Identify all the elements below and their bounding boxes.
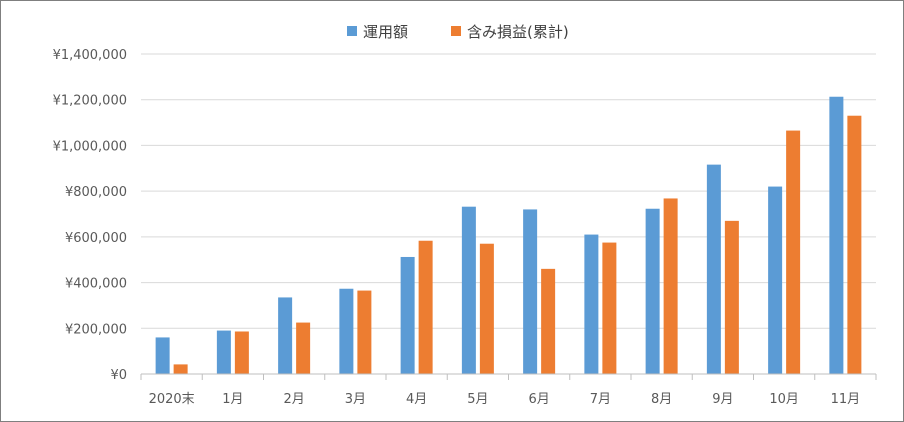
y-tick-label: ¥400,000: [65, 277, 127, 292]
legend-swatch-series-1: [347, 26, 357, 36]
bar-series-2-4: [418, 240, 433, 374]
bar-series-2-8: [663, 198, 678, 374]
bar-series-1-11: [829, 96, 844, 374]
y-tick-label: ¥800,000: [65, 185, 127, 200]
x-tick-label: 2020末: [149, 392, 195, 407]
bar-series-1-0: [155, 337, 170, 374]
y-tick-label: ¥1,400,000: [53, 48, 127, 63]
y-tick-label: ¥600,000: [65, 231, 127, 246]
x-tick-label: 9月: [712, 392, 733, 407]
bar-series-2-11: [847, 115, 862, 374]
x-tick-label: 6月: [528, 392, 549, 407]
y-tick-labels: ¥0 ¥200,000 ¥400,000 ¥600,000 ¥800,000 ¥1,000…: [53, 48, 127, 383]
x-tick-labels: 2020末 1月 2月 3月 4月 5月 6月 7月 8月 9月 10月 11月: [149, 392, 861, 407]
y-tick-label: ¥1,000,000: [53, 139, 127, 154]
bar-series-1-10: [768, 186, 783, 374]
y-tick-label: ¥200,000: [65, 322, 127, 337]
x-tick-label: 8月: [651, 392, 672, 407]
x-tick-label: 7月: [590, 392, 611, 407]
bar-series-2-5: [479, 243, 494, 374]
gridlines: [141, 53, 876, 329]
x-tick-label: 11月: [831, 392, 861, 407]
bar-series-1-1: [216, 330, 231, 374]
bar-series-2-1: [234, 331, 249, 374]
legend: 運用額 含み損益(累計): [347, 23, 569, 41]
x-tick-label: 5月: [467, 392, 488, 407]
bar-series-2-0: [173, 364, 188, 374]
bar-series-1-2: [278, 297, 293, 374]
x-tick-label: 3月: [345, 392, 366, 407]
bar-series-2-3: [357, 290, 372, 374]
axes: [140, 373, 877, 380]
legend-label-series-2: 含み損益(累計): [467, 23, 569, 41]
x-tick-label: 4月: [406, 392, 427, 407]
bar-series-2-9: [724, 220, 739, 374]
bar-series-2-7: [602, 242, 617, 374]
bar-series-1-8: [645, 208, 660, 374]
y-tick-label: ¥1,200,000: [53, 94, 127, 109]
bar-series-2-6: [541, 268, 556, 374]
y-tick-label: ¥0: [110, 368, 127, 383]
x-tick-label: 10月: [769, 392, 799, 407]
bars: [155, 96, 862, 374]
bar-series-1-3: [339, 288, 354, 374]
legend-swatch-series-2: [451, 26, 461, 36]
bar-series-2-2: [296, 322, 311, 374]
bar-series-1-4: [400, 256, 415, 374]
x-tick-label: 2月: [283, 392, 304, 407]
x-tick-label: 1月: [222, 392, 243, 407]
bar-series-1-9: [706, 164, 721, 374]
legend-label-series-1: 運用額: [363, 23, 408, 41]
bar-series-1-7: [584, 234, 599, 374]
bar-series-1-5: [461, 206, 476, 374]
bar-series-1-6: [523, 209, 538, 374]
bar-series-2-10: [786, 130, 801, 374]
